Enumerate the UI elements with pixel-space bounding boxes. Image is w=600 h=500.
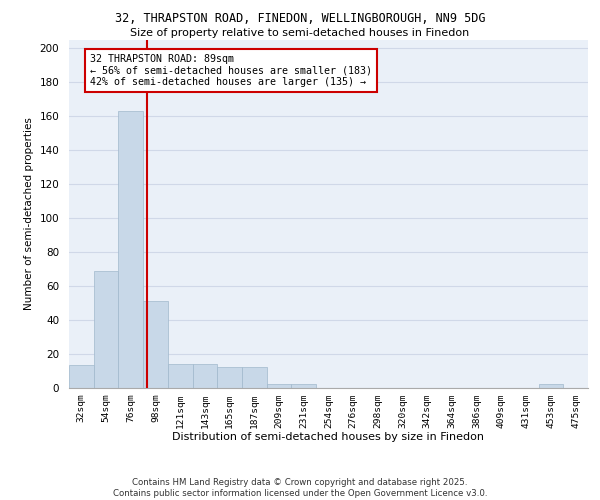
Bar <box>267 384 292 388</box>
Bar <box>94 270 118 388</box>
Bar <box>217 367 242 388</box>
Text: Contains HM Land Registry data © Crown copyright and database right 2025.
Contai: Contains HM Land Registry data © Crown c… <box>113 478 487 498</box>
Bar <box>118 111 143 388</box>
Bar <box>69 366 94 388</box>
X-axis label: Distribution of semi-detached houses by size in Finedon: Distribution of semi-detached houses by … <box>173 432 485 442</box>
Y-axis label: Number of semi-detached properties: Number of semi-detached properties <box>24 118 34 310</box>
Bar <box>539 384 563 388</box>
Bar <box>143 301 168 388</box>
Text: 32 THRAPSTON ROAD: 89sqm
← 56% of semi-detached houses are smaller (183)
42% of : 32 THRAPSTON ROAD: 89sqm ← 56% of semi-d… <box>90 54 372 87</box>
Bar <box>242 367 267 388</box>
Bar <box>193 364 217 388</box>
Text: 32, THRAPSTON ROAD, FINEDON, WELLINGBOROUGH, NN9 5DG: 32, THRAPSTON ROAD, FINEDON, WELLINGBORO… <box>115 12 485 26</box>
Text: Size of property relative to semi-detached houses in Finedon: Size of property relative to semi-detach… <box>130 28 470 38</box>
Bar <box>292 384 316 388</box>
Bar <box>168 364 193 388</box>
